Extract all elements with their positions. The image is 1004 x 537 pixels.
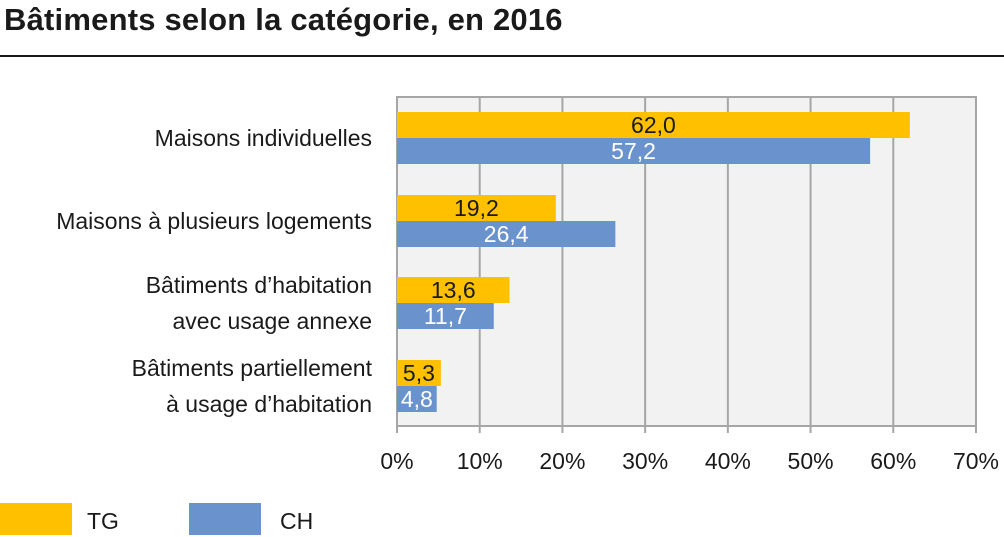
chart-title: Bâtiments selon la catégorie, en 2016 [4, 2, 563, 37]
bar-ch [397, 138, 871, 164]
bar-ch [397, 386, 437, 412]
legend-label-tg: TG [87, 508, 119, 534]
data-label: 5,3 [403, 360, 435, 386]
category-label: Maisons à plusieurs logements [56, 208, 372, 234]
category-label: Bâtiments partiellement [132, 355, 373, 381]
x-tick-label: 30% [622, 448, 668, 474]
category-label: Maisons individuelles [155, 125, 372, 151]
data-label: 11,7 [424, 303, 467, 329]
bar-tg [397, 195, 556, 221]
data-label: 57,2 [611, 138, 656, 164]
x-tick-label: 10% [457, 448, 503, 474]
legend-swatch-tg [0, 503, 72, 535]
title-divider [0, 55, 1004, 57]
bar-tg [397, 112, 910, 138]
category-label: Bâtiments d’habitation [146, 272, 372, 298]
x-tick-label: 70% [953, 448, 999, 474]
category-label: avec usage annexe [173, 308, 373, 334]
data-label: 62,0 [631, 112, 676, 138]
category-label: à usage d’habitation [166, 391, 372, 417]
bar-ch [397, 303, 494, 329]
legend-label-ch: CH [280, 508, 314, 534]
bar-tg [397, 360, 441, 386]
data-label: 26,4 [484, 221, 529, 247]
x-tick-label: 60% [870, 448, 916, 474]
legend-swatch-ch [189, 503, 261, 535]
x-tick-label: 50% [788, 448, 834, 474]
x-tick-label: 40% [705, 448, 751, 474]
x-tick-label: 0% [380, 448, 413, 474]
data-label: 13,6 [431, 277, 476, 303]
data-label: 4,8 [401, 386, 433, 412]
bar-ch [397, 221, 616, 247]
plot-frame [396, 96, 977, 427]
x-tick-label: 20% [539, 448, 585, 474]
bar-tg [397, 277, 510, 303]
data-label: 19,2 [454, 195, 499, 221]
